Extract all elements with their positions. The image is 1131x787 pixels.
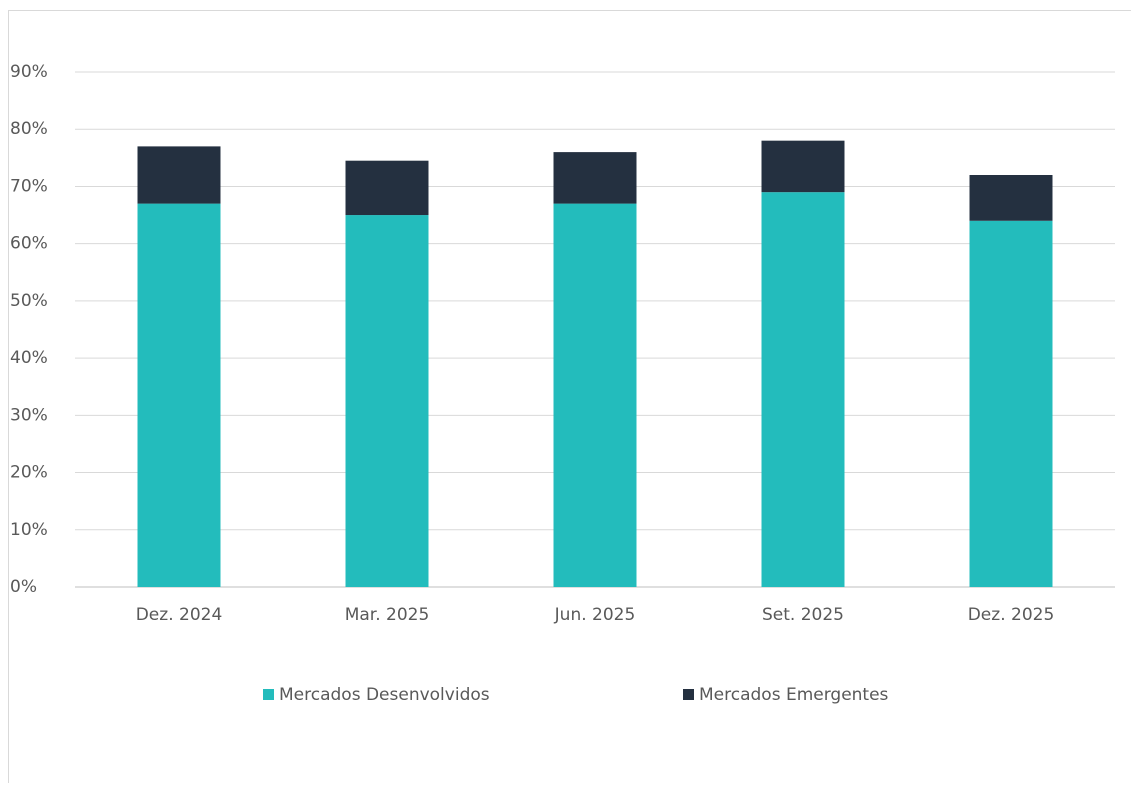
bar-segment <box>346 161 429 215</box>
bar-segment <box>554 204 637 587</box>
y-tick-label: 20% <box>10 463 48 483</box>
y-tick-label: 70% <box>10 176 48 196</box>
y-tick-label: 40% <box>10 348 48 368</box>
x-tick-label: Set. 2025 <box>762 605 844 625</box>
y-tick-label: 0% <box>10 577 37 597</box>
y-tick-label: 10% <box>10 520 48 540</box>
bar-segment <box>762 141 845 193</box>
x-tick-label: Dez. 2025 <box>968 605 1055 625</box>
bar-segment <box>554 152 637 204</box>
x-tick-label: Mar. 2025 <box>345 605 430 625</box>
y-tick-label: 30% <box>10 405 48 425</box>
legend-label: Mercados Emergentes <box>699 685 889 705</box>
bar-segment <box>346 215 429 587</box>
bar-segment <box>762 192 845 587</box>
y-tick-label: 50% <box>10 291 48 311</box>
x-tick-label: Jun. 2025 <box>554 605 636 625</box>
legend-swatch <box>263 689 274 700</box>
y-tick-label: 90% <box>10 62 48 82</box>
legend-label: Mercados Desenvolvidos <box>279 685 490 705</box>
legend-swatch <box>683 689 694 700</box>
bar-segment <box>138 204 221 587</box>
y-tick-label: 60% <box>10 234 48 254</box>
bar-segment <box>970 175 1053 221</box>
y-tick-label: 80% <box>10 119 48 139</box>
bar-segment <box>138 146 221 203</box>
bar-segment <box>970 221 1053 587</box>
x-tick-label: Dez. 2024 <box>136 605 223 625</box>
